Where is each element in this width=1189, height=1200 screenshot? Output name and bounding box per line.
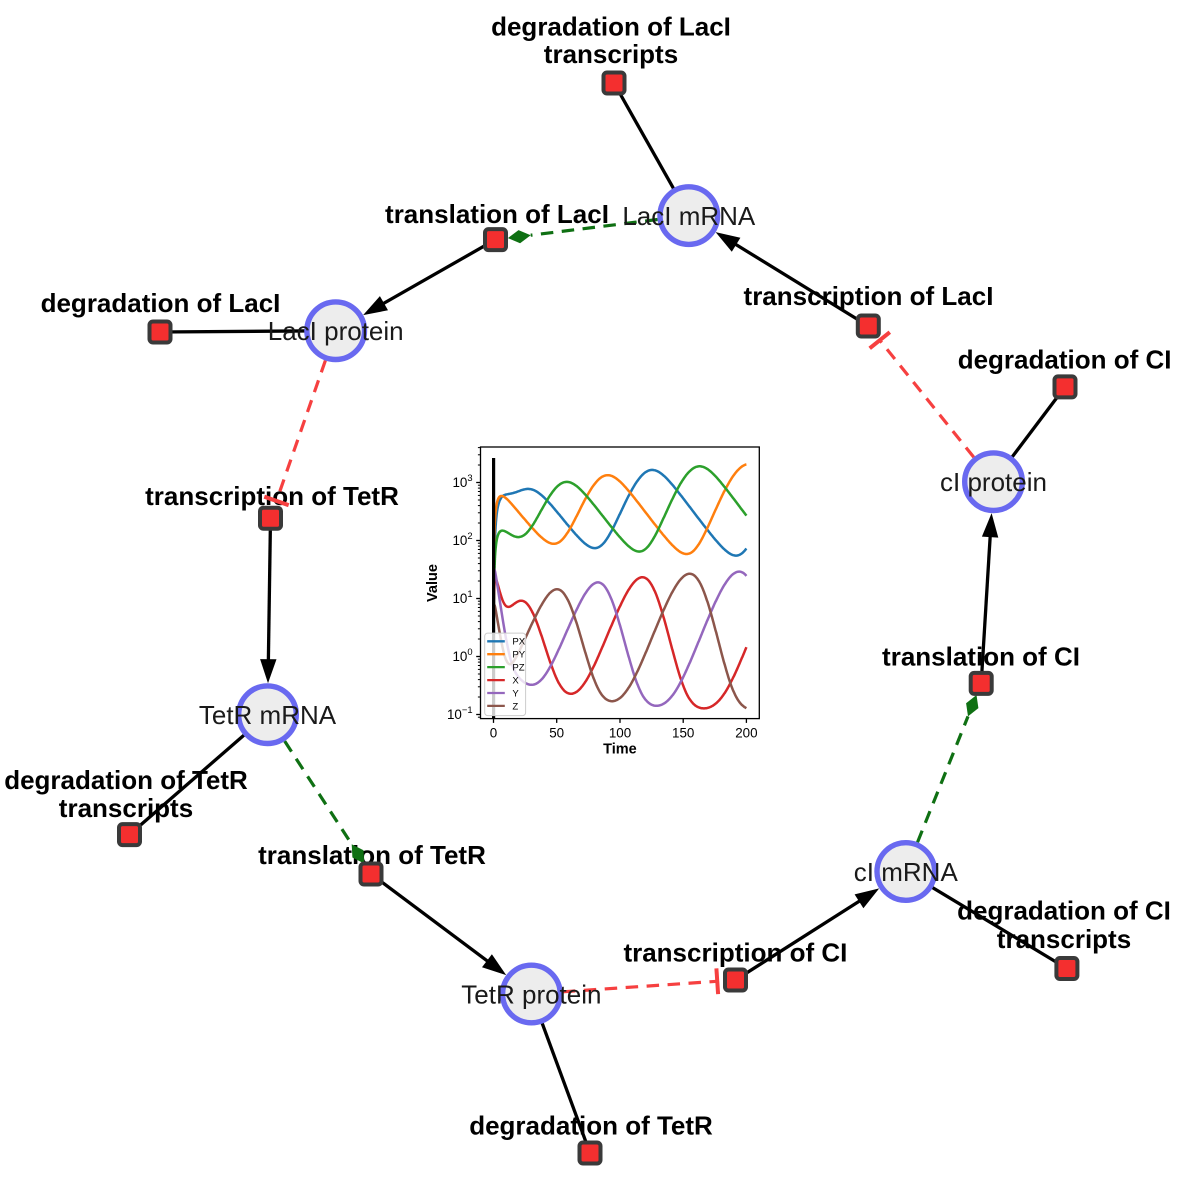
svg-text:translation of LacI: translation of LacI: [385, 199, 609, 229]
svg-text:degradation of LacI: degradation of LacI: [41, 288, 281, 318]
svg-text:10−1: 10−1: [447, 704, 473, 722]
svg-text:transcription of CI: transcription of CI: [623, 937, 847, 967]
svg-text:cI mRNA: cI mRNA: [854, 857, 959, 887]
svg-text:200: 200: [735, 725, 757, 740]
svg-text:PZ: PZ: [512, 663, 524, 674]
svg-text:PY: PY: [512, 650, 525, 661]
svg-text:Time: Time: [603, 742, 637, 758]
svg-text:degradation of LacI: degradation of LacI: [491, 11, 731, 41]
svg-text:0: 0: [490, 725, 497, 740]
svg-text:50: 50: [549, 725, 564, 740]
svg-text:150: 150: [672, 725, 694, 740]
svg-text:TetR mRNA: TetR mRNA: [199, 700, 337, 730]
svg-text:X: X: [512, 676, 519, 687]
svg-text:101: 101: [452, 588, 472, 606]
svg-text:degradation of CI: degradation of CI: [957, 896, 1171, 926]
svg-text:PX: PX: [512, 637, 525, 648]
svg-text:LacI protein: LacI protein: [268, 316, 404, 346]
svg-text:transcription of LacI: transcription of LacI: [744, 281, 994, 311]
svg-text:cI protein: cI protein: [940, 467, 1047, 497]
svg-text:100: 100: [452, 646, 472, 664]
svg-text:100: 100: [609, 725, 631, 740]
svg-text:degradation of CI: degradation of CI: [958, 344, 1172, 374]
svg-text:degradation of TetR: degradation of TetR: [4, 765, 248, 795]
svg-text:Value: Value: [425, 564, 441, 602]
svg-text:Z: Z: [512, 701, 518, 712]
svg-text:TetR protein: TetR protein: [461, 979, 601, 1009]
svg-text:transcripts: transcripts: [544, 39, 678, 69]
svg-text:LacI mRNA: LacI mRNA: [622, 201, 756, 231]
svg-text:degradation of TetR: degradation of TetR: [469, 1111, 713, 1141]
svg-text:102: 102: [452, 530, 472, 548]
svg-text:103: 103: [452, 472, 472, 490]
svg-text:Y: Y: [512, 688, 519, 699]
